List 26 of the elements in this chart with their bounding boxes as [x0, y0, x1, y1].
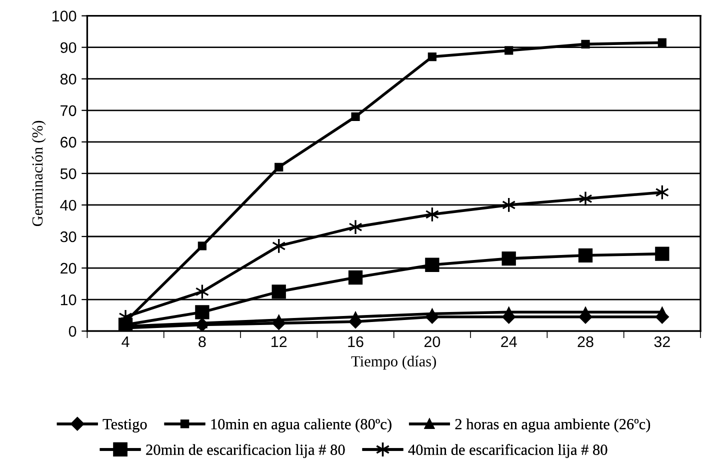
x-axis-title: Tiempo (días)	[351, 356, 436, 370]
legend-label: 10min en agua caliente (80ºc)	[211, 418, 392, 432]
x-tick-label: 12	[272, 336, 287, 348]
x-tick-label: 16	[348, 336, 364, 348]
y-tick-label: 50	[60, 168, 76, 180]
x-tick-label: 8	[198, 336, 206, 348]
y-tick-label: 100	[52, 10, 76, 22]
y-tick-label: 30	[60, 231, 76, 242]
y-tick-label: 20	[60, 262, 76, 274]
y-tick-label: 40	[60, 200, 76, 211]
y-tick-label: 90	[60, 42, 76, 54]
legend-label: Testigo	[102, 419, 147, 432]
x-tick-label: 4	[122, 336, 130, 348]
y-tick-label: 70	[60, 105, 76, 116]
legend-label: 40min de escarificacion lija # 80	[408, 444, 608, 458]
x-tick-label: 20	[424, 336, 440, 348]
legend-label: 2 horas en agua ambiente (26ºc)	[455, 418, 650, 432]
legend-label: 20min de escarificacion lija # 80	[146, 444, 345, 458]
y-tick-label: 0	[68, 326, 76, 337]
x-tick-label: 32	[654, 336, 670, 348]
y-tick-label: 10	[60, 294, 76, 306]
y-axis-title: Germinación (%)	[32, 120, 46, 226]
x-tick-label: 28	[578, 336, 594, 348]
y-tick-label: 60	[60, 136, 76, 148]
y-tick-label: 80	[60, 74, 76, 85]
x-tick-label: 24	[501, 336, 517, 348]
